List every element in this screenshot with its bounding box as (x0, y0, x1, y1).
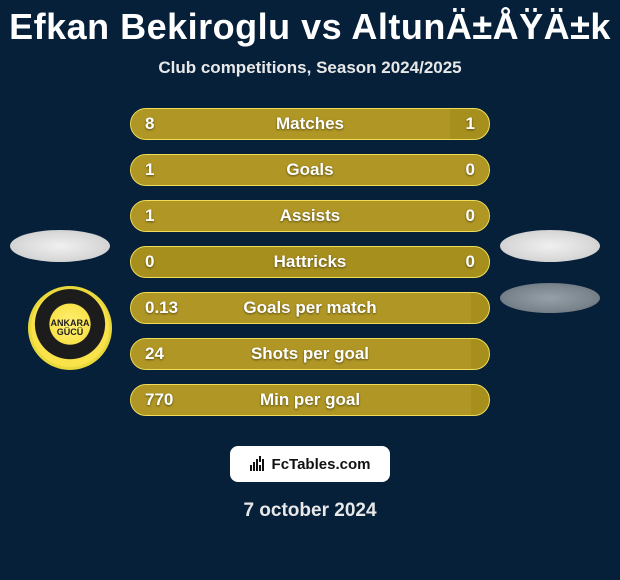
stat-label: Shots per goal (131, 339, 489, 369)
brand-label: FcTables.com (272, 456, 371, 473)
page-title: Efkan Bekiroglu vs AltunÄ±ÅŸÄ±k (0, 0, 620, 48)
stat-row: 24Shots per goal (130, 338, 490, 370)
stat-label: Matches (131, 109, 489, 139)
stat-label: Goals (131, 155, 489, 185)
player-right-badge-secondary (500, 283, 600, 313)
player-left-badge-generic (10, 230, 110, 262)
stat-row: 1Goals0 (130, 154, 490, 186)
player-left-club-crest: ANKARA GÜCÜ (28, 286, 112, 370)
stat-label: Assists (131, 201, 489, 231)
stat-label: Hattricks (131, 247, 489, 277)
stat-value-right: 1 (466, 109, 475, 139)
stat-label: Goals per match (131, 293, 489, 323)
barchart-icon (250, 457, 268, 471)
crest-text: ANKARA GÜCÜ (51, 319, 90, 337)
stat-value-right: 0 (466, 201, 475, 231)
stat-row: 8Matches1 (130, 108, 490, 140)
page-subtitle: Club competitions, Season 2024/2025 (0, 58, 620, 78)
brand-footer[interactable]: FcTables.com (230, 446, 390, 482)
stat-label: Min per goal (131, 385, 489, 415)
date-label: 7 october 2024 (0, 500, 620, 522)
stat-value-right: 0 (466, 247, 475, 277)
stat-row: 770Min per goal (130, 384, 490, 416)
stat-rows-container: 8Matches11Goals01Assists00Hattricks00.13… (130, 108, 490, 430)
stat-value-right: 0 (466, 155, 475, 185)
stat-row: 0Hattricks0 (130, 246, 490, 278)
stat-row: 1Assists0 (130, 200, 490, 232)
player-right-badge-generic (500, 230, 600, 262)
stat-row: 0.13Goals per match (130, 292, 490, 324)
stats-area: ANKARA GÜCÜ 8Matches11Goals01Assists00Ha… (0, 108, 620, 428)
